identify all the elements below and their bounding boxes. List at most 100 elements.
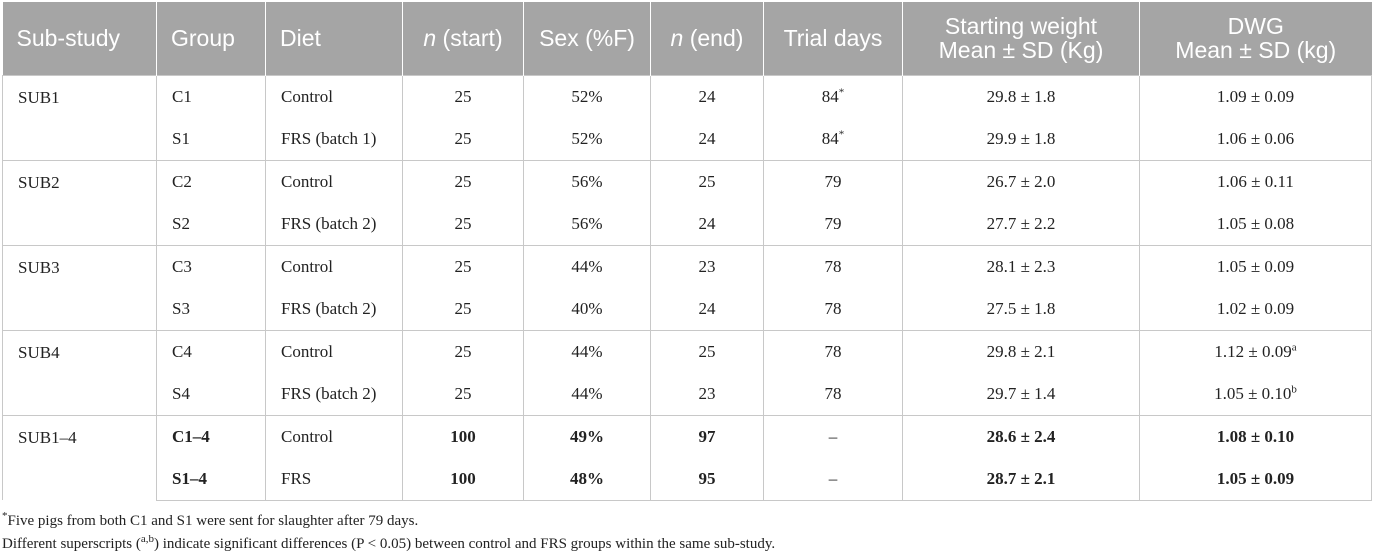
cell-starting-weight: 27.5 ± 1.8 bbox=[902, 287, 1140, 330]
cell-n-end: 23 bbox=[650, 372, 764, 415]
cell-sex: 44% bbox=[523, 244, 651, 288]
cell-sex: 40% bbox=[523, 287, 651, 330]
header-group: Group bbox=[156, 2, 266, 75]
cell-group: C4 bbox=[156, 329, 266, 373]
cell-trial-days: 78 bbox=[763, 329, 903, 373]
cell-n-end: 24 bbox=[650, 117, 764, 160]
cell-diet: FRS (batch 2) bbox=[265, 202, 403, 245]
cell-n-start: 25 bbox=[402, 372, 524, 415]
cell-dwg: 1.05 ± 0.08 bbox=[1139, 202, 1372, 245]
dwg-value: 1.12 ± 0.09 bbox=[1214, 341, 1292, 361]
header-n-start-rest: (start) bbox=[436, 25, 503, 52]
cell-sex: 52% bbox=[523, 74, 651, 118]
dwg-value: 1.06 ± 0.11 bbox=[1217, 171, 1294, 191]
trial-days-value: 84 bbox=[821, 128, 839, 148]
cell-starting-weight: 28.6 ± 2.4 bbox=[902, 414, 1140, 458]
table-row: S1–4 FRS 100 48% 95 – 28.7 ± 2.1 1.05 ± 0.09 bbox=[3, 457, 1372, 501]
cell-n-start: 100 bbox=[402, 414, 524, 458]
cell-n-start: 100 bbox=[402, 457, 524, 501]
cell-sex: 49% bbox=[523, 414, 651, 458]
cell-sex: 56% bbox=[523, 202, 651, 245]
cell-dwg: 1.06 ± 0.06 bbox=[1139, 117, 1372, 160]
trial-days-value: 78 bbox=[824, 298, 842, 318]
cell-n-start: 25 bbox=[402, 117, 524, 160]
cell-group: S1 bbox=[156, 117, 266, 160]
cell-diet: Control bbox=[265, 244, 403, 288]
cell-n-end: 25 bbox=[650, 159, 764, 203]
cell-diet: Control bbox=[265, 414, 403, 458]
trial-days-value: – bbox=[828, 426, 838, 446]
cell-n-end: 24 bbox=[650, 74, 764, 118]
cell-dwg: 1.08 ± 0.10 bbox=[1139, 414, 1372, 458]
cell-dwg: 1.12 ± 0.09a bbox=[1139, 329, 1372, 373]
cell-dwg: 1.02 ± 0.09 bbox=[1139, 287, 1372, 330]
table-row: S1 FRS (batch 1) 25 52% 24 84* 29.9 ± 1.8 1.06 … bbox=[3, 117, 1372, 160]
dwg-value: 1.05 ± 0.08 bbox=[1216, 213, 1295, 233]
footnote-superscripts: Different superscripts (a,b) indicate si… bbox=[2, 533, 775, 556]
cell-n-end: 23 bbox=[650, 244, 764, 288]
cell-dwg: 1.05 ± 0.09 bbox=[1139, 244, 1372, 288]
cell-n-end: 24 bbox=[650, 287, 764, 330]
header-diet: Diet bbox=[265, 2, 403, 75]
table-row: S2 FRS (batch 2) 25 56% 24 79 27.7 ± 2.2 1.05 ±… bbox=[3, 202, 1372, 245]
trial-days-value: 79 bbox=[824, 213, 842, 233]
cell-n-end: 25 bbox=[650, 329, 764, 373]
cell-dwg: 1.06 ± 0.11 bbox=[1139, 159, 1372, 203]
cell-trial-days: 78 bbox=[763, 287, 903, 330]
cell-trial-days: 84* bbox=[763, 74, 903, 118]
cell-group: S3 bbox=[156, 287, 266, 330]
header-n-end: n (end) bbox=[650, 2, 764, 75]
dwg-value: 1.08 ± 0.10 bbox=[1216, 426, 1295, 446]
dwg-value: 1.05 ± 0.09 bbox=[1216, 468, 1295, 488]
cell-group: C3 bbox=[156, 244, 266, 288]
cell-diet: Control bbox=[265, 74, 403, 118]
header-n-end-rest: (end) bbox=[683, 25, 744, 52]
cell-sex: 44% bbox=[523, 329, 651, 373]
cell-trial-days: – bbox=[763, 414, 903, 458]
cell-substudy: SUB4 bbox=[2, 329, 157, 415]
cell-group: C1–4 bbox=[156, 414, 266, 458]
dwg-value: 1.02 ± 0.09 bbox=[1216, 298, 1295, 318]
header-dwg-line1: DWG bbox=[1227, 13, 1284, 40]
trial-days-mark: * bbox=[838, 127, 845, 140]
cell-dwg: 1.09 ± 0.09 bbox=[1139, 74, 1372, 118]
cell-n-end: 24 bbox=[650, 202, 764, 245]
cell-diet: Control bbox=[265, 159, 403, 203]
header-n-end-italic: n bbox=[670, 25, 684, 52]
cell-starting-weight: 29.8 ± 2.1 bbox=[902, 329, 1140, 373]
cell-starting-weight: 29.7 ± 1.4 bbox=[902, 372, 1140, 415]
trial-days-value: 79 bbox=[824, 171, 842, 191]
cell-n-start: 25 bbox=[402, 159, 524, 203]
cell-dwg: 1.05 ± 0.09 bbox=[1139, 457, 1372, 501]
trial-days-value: – bbox=[828, 468, 838, 488]
footnote-asterisk: * bbox=[2, 510, 8, 522]
cell-n-end: 95 bbox=[650, 457, 764, 501]
dwg-value: 1.06 ± 0.06 bbox=[1216, 128, 1295, 148]
trial-days-value: 84 bbox=[821, 86, 839, 106]
cell-starting-weight: 28.1 ± 2.3 bbox=[902, 244, 1140, 288]
dwg-superscript: a bbox=[1291, 340, 1297, 353]
trial-days-value: 78 bbox=[824, 256, 842, 276]
results-table: Sub-study Group Diet n (start) Sex (%F) … bbox=[2, 2, 1372, 501]
cell-diet: FRS bbox=[265, 457, 403, 501]
table-row: S4 FRS (batch 2) 25 44% 23 78 29.7 ± 1.4 1.05 ±… bbox=[3, 372, 1372, 415]
header-dwg-line2: Mean ± SD (kg) bbox=[1175, 37, 1337, 64]
cell-starting-weight: 26.7 ± 2.0 bbox=[902, 159, 1140, 203]
trial-days-mark: * bbox=[838, 85, 845, 98]
cell-diet: Control bbox=[265, 329, 403, 373]
header-weight-line1: Starting weight bbox=[944, 13, 1098, 40]
table-row: SUB4 C4 Control 25 44% 25 78 29.8 ± 2.1 1.12 ± 0… bbox=[2, 329, 1372, 415]
cell-substudy: SUB1 bbox=[2, 74, 157, 160]
cell-trial-days: 78 bbox=[763, 372, 903, 415]
cell-substudy: SUB3 bbox=[2, 244, 157, 330]
cell-sex: 56% bbox=[523, 159, 651, 203]
footnote-sup-post: ) indicate significant differences (P < … bbox=[154, 536, 776, 552]
cell-trial-days: 84* bbox=[763, 117, 903, 160]
cell-n-start: 25 bbox=[402, 287, 524, 330]
cell-sex: 48% bbox=[523, 457, 651, 501]
header-substudy: Sub-study bbox=[2, 2, 157, 75]
table-row: SUB1–4 C1–4 Control 100 49% 97 – 28.6 ± 2.4 1.08… bbox=[2, 414, 1372, 500]
table-row: SUB2 C2 Control 25 56% 25 79 26.7 ± 2.0 1.06 ± 0… bbox=[2, 159, 1372, 245]
cell-group: S1–4 bbox=[156, 457, 266, 501]
dwg-value: 1.05 ± 0.09 bbox=[1216, 256, 1295, 276]
